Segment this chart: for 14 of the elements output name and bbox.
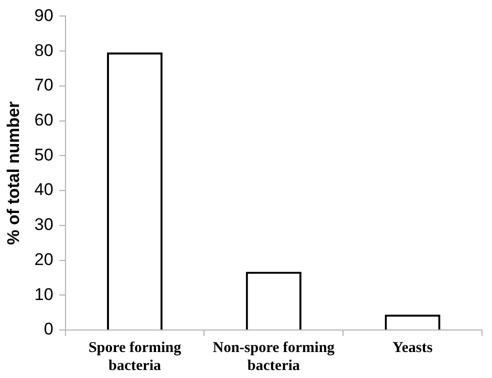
x-tick-label: Non-spore forming bacteria (212, 340, 336, 374)
y-tick-label: 20 (34, 250, 54, 269)
y-tick-label: 10 (34, 284, 54, 304)
y-tick-label: 90 (34, 6, 54, 25)
y-axis-title: % of total number (4, 100, 23, 245)
x-tick-label: Yeasts (392, 340, 433, 356)
y-tick-label: 40 (34, 180, 54, 200)
y-tick-label: 0 (44, 320, 54, 339)
x-tick-label: Spore forming bacteria (88, 340, 182, 374)
y-tick-label: 30 (34, 215, 54, 234)
y-tick-label: 50 (34, 145, 54, 164)
y-tick-label: 70 (34, 76, 54, 95)
y-tick-label: 80 (34, 40, 54, 60)
y-tick-label: 60 (34, 110, 54, 130)
